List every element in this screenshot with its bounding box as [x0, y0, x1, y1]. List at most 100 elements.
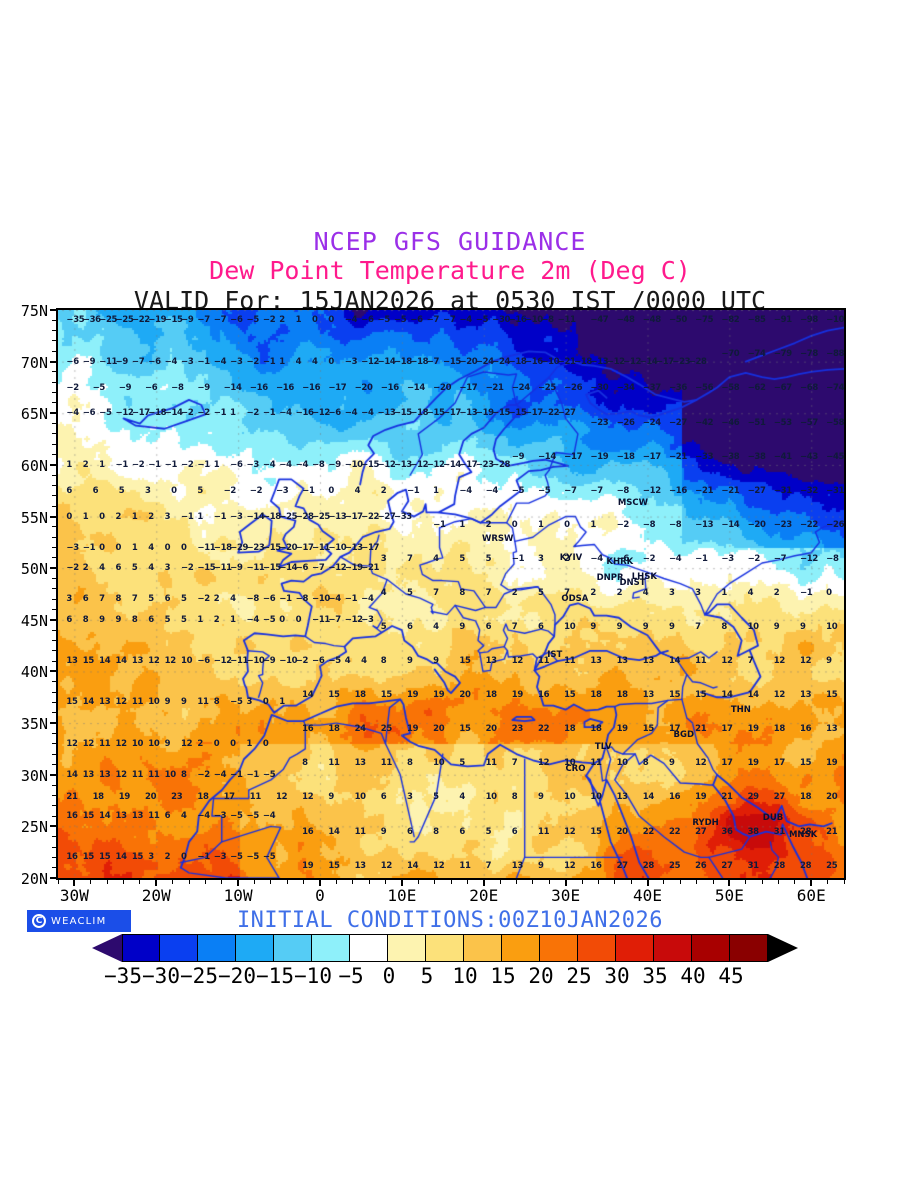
grid-value: 19 [302, 860, 314, 871]
grid-value: 1 [82, 511, 89, 522]
grid-value: 5 [406, 587, 413, 598]
grid-value: −20 [433, 383, 452, 394]
grid-value: −57 [799, 417, 819, 428]
grid-value: −12 [361, 356, 380, 367]
grid-value: −15 [492, 408, 511, 419]
grid-value: 12 [115, 697, 128, 708]
x-axis-label-30W: 30W [59, 886, 89, 905]
grid-value: −47 [590, 315, 609, 326]
colorbar-band-4 [274, 934, 312, 962]
grid-value: −70 [721, 349, 740, 360]
grid-value: 10 [148, 738, 160, 749]
colorbar-tick--30: −30 [142, 964, 180, 988]
grid-value: −88 [826, 349, 845, 360]
grid-value: 16 [799, 724, 812, 735]
grid-value: 2 [279, 315, 285, 326]
y-tick-minor [52, 505, 56, 507]
colorbar-band-11 [540, 934, 578, 962]
grid-value: −98 [799, 315, 819, 326]
grid-value: 6 [164, 594, 171, 605]
grid-value: −14 [279, 563, 298, 574]
grid-value: 12 [302, 792, 314, 803]
grid-value: −50 [668, 315, 688, 326]
grid-value: −24 [475, 356, 494, 367]
grid-value: −20 [354, 383, 373, 394]
grid-value: −25 [115, 315, 134, 326]
grid-value: 27 [773, 792, 786, 803]
colorbar-tick-labels: −35 −30 −25 −20 −15 −10 −5 0 5 10 15 20 25 30 35 40 45 [0, 964, 900, 992]
x-axis-label-40E: 40E [633, 886, 662, 905]
grid-value: −4 [459, 315, 472, 326]
weaclim-logo[interactable]: C WEACLIM [27, 910, 131, 932]
grid-value: 1 [131, 511, 138, 522]
grid-value: −4 [459, 485, 472, 496]
grid-value: 10 [148, 697, 160, 708]
grid-value: −2 [131, 459, 145, 470]
x-tick-minor [516, 880, 517, 884]
grid-value: 8 [181, 769, 187, 780]
grid-value: −6 [410, 315, 423, 326]
x-tick-minor [630, 880, 632, 884]
colorbar-band-7 [388, 934, 426, 962]
grid-value: 1 [197, 614, 203, 625]
grid-value: −15 [361, 459, 380, 470]
grid-value: −12 [344, 614, 363, 625]
grid-value: 5 [485, 826, 492, 837]
grid-value: −5 [262, 769, 276, 780]
y-tick [50, 670, 56, 673]
grid-value: 4 [230, 594, 236, 605]
grid-value: 7 [511, 622, 518, 633]
y-tick-minor [52, 371, 56, 373]
grid-value: −15 [262, 563, 281, 574]
grid-value: 27 [695, 826, 707, 837]
grid-value: 16 [302, 724, 314, 735]
colorbar-tick-45: 45 [718, 964, 744, 988]
grid-value: 11 [148, 769, 160, 780]
grid-value: −7 [773, 553, 787, 564]
grid-value: 2 [590, 587, 596, 598]
grid-value: −1 [213, 511, 227, 522]
grid-value: −16 [302, 383, 321, 394]
grid-value: 11 [485, 758, 498, 769]
grid-value: 9 [380, 826, 387, 837]
x-tick [564, 880, 567, 886]
grid-value: −82 [721, 315, 740, 326]
grid-value: −9 [181, 315, 194, 326]
y-tick [50, 567, 56, 570]
grid-value: 13 [131, 811, 144, 822]
grid-value: −28 [688, 356, 707, 367]
grid-value: −31 [773, 485, 792, 496]
weaclim-logo-text: WEACLIM [51, 915, 107, 927]
x-tick-minor [254, 880, 255, 884]
grid-value: 19 [826, 758, 838, 769]
colorbar-tick--25: −25 [180, 964, 218, 988]
grid-value: 7 [485, 860, 492, 871]
grid-value: −13 [344, 542, 363, 553]
grid-value: 0 [164, 542, 171, 553]
grid-value: −17 [642, 451, 661, 462]
grid-value: −17 [361, 542, 380, 553]
grid-value: 8 [131, 614, 138, 625]
grid-value: 2 [511, 587, 518, 598]
grid-value: −2 [181, 459, 194, 470]
grid-value: 5 [485, 553, 492, 564]
grid-value: 4 [99, 563, 105, 574]
grid-value: −46 [721, 417, 740, 428]
grid-value: −2 [223, 485, 237, 496]
grid-value: 4 [380, 587, 387, 598]
grid-value: 1 [721, 587, 727, 598]
grid-value: 3 [148, 852, 154, 863]
grid-value: 2 [773, 587, 780, 598]
grid-value: 10 [590, 792, 602, 803]
grid-value: 2 [82, 563, 89, 574]
grid-value: 10 [433, 758, 445, 769]
grid-value: −3 [361, 614, 374, 625]
grid-value: −9 [197, 383, 210, 394]
y-tick-minor [52, 763, 56, 765]
grid-value: 19 [695, 792, 707, 803]
y-tick-minor [52, 805, 56, 807]
colorbar-band-10 [502, 934, 540, 962]
map-plot-area[interactable]: −35 −36 −25 −25 −22 −19 −15 −9 −7 −7 −6 −5 −2 2 1 0 0 −4−… [56, 308, 846, 880]
grid-value: −20 [747, 519, 766, 530]
grid-value: 4 [312, 356, 318, 367]
